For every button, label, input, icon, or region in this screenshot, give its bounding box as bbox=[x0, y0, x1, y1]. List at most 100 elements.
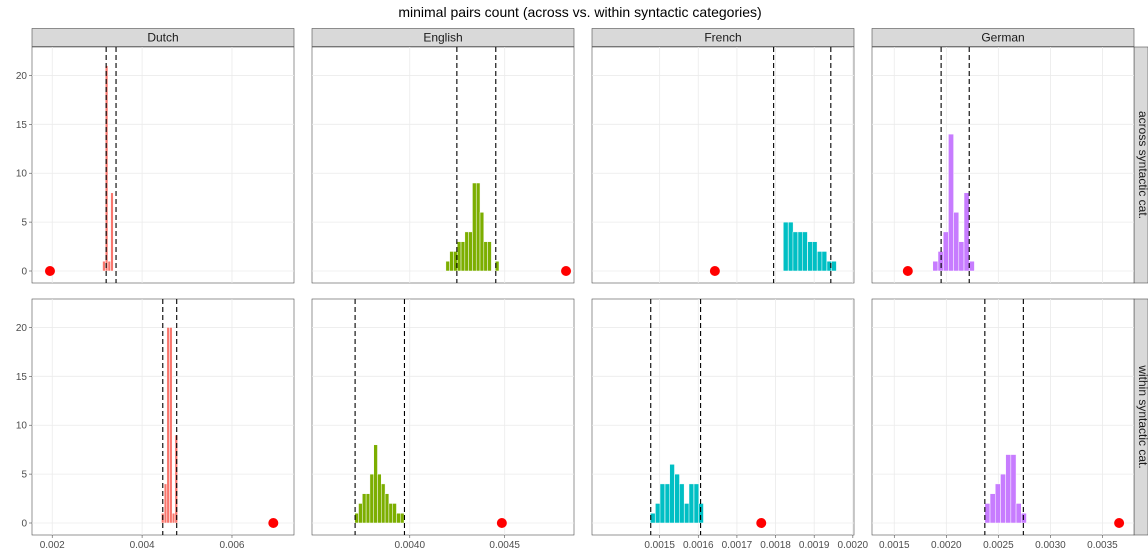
row-strip-label: across syntactic cat. bbox=[1136, 111, 1148, 219]
column-strip-dutch bbox=[31, 28, 295, 47]
histogram-bar bbox=[487, 241, 492, 272]
row-strip-label: within syntactic cat. bbox=[1136, 364, 1148, 468]
histogram-bar bbox=[1010, 454, 1017, 524]
x-tick-label: 0.0020 bbox=[931, 540, 962, 551]
histogram-bar bbox=[468, 231, 473, 272]
histogram-bar bbox=[169, 327, 173, 524]
histogram-bar bbox=[460, 241, 466, 272]
histogram-bar bbox=[802, 231, 808, 272]
observed-value-point bbox=[902, 266, 913, 276]
column-strip-label: English bbox=[423, 31, 462, 45]
histogram-bar bbox=[388, 503, 393, 524]
x-tick-label: 0.0025 bbox=[983, 540, 1014, 551]
histogram-bar bbox=[362, 493, 367, 524]
y-tick-label: 10 bbox=[16, 421, 28, 432]
observed-value-point bbox=[561, 266, 572, 276]
x-tick-label: 0.0015 bbox=[644, 540, 675, 551]
histogram-bar bbox=[475, 182, 481, 272]
histogram-bar bbox=[792, 231, 799, 272]
y-tick-label: 20 bbox=[16, 323, 28, 334]
x-tick-label: 0.0016 bbox=[683, 540, 714, 551]
observed-value-point bbox=[268, 518, 279, 528]
observed-value-point bbox=[1114, 518, 1125, 528]
y-tick-label: 20 bbox=[16, 71, 28, 82]
histogram-bar bbox=[684, 503, 690, 524]
column-strip-label: French bbox=[704, 31, 741, 45]
y-tick-label: 5 bbox=[21, 218, 27, 229]
histogram-bar bbox=[669, 464, 675, 524]
histogram-bar bbox=[932, 260, 939, 272]
column-strip-label: German bbox=[981, 31, 1024, 45]
observed-value-point bbox=[756, 518, 767, 528]
x-tick-label: 0.0035 bbox=[1087, 540, 1118, 551]
chart-title: minimal pairs count (across vs. within s… bbox=[398, 4, 761, 20]
y-tick-label: 15 bbox=[16, 120, 28, 131]
observed-value-point bbox=[496, 518, 507, 528]
histogram-bar bbox=[821, 251, 828, 272]
histogram-bar bbox=[384, 493, 390, 524]
histogram-bar bbox=[994, 483, 1001, 524]
y-tick-label: 5 bbox=[21, 470, 27, 481]
histogram-bar bbox=[807, 241, 813, 272]
histogram-bar bbox=[963, 192, 970, 272]
panel-dutch-across bbox=[31, 46, 295, 284]
x-tick-label: 0.0030 bbox=[1035, 540, 1066, 551]
histogram-bar bbox=[659, 483, 666, 524]
histogram-bar bbox=[464, 231, 469, 272]
histogram-bar bbox=[797, 231, 804, 272]
panel-german-across bbox=[871, 46, 1135, 284]
histogram-bar bbox=[788, 221, 794, 272]
histogram-bar bbox=[369, 473, 374, 524]
histogram-bar bbox=[674, 473, 680, 524]
y-tick-label: 10 bbox=[16, 169, 28, 180]
histogram-bar bbox=[453, 251, 458, 272]
histogram-bar bbox=[166, 327, 170, 524]
x-tick-label: 0.0017 bbox=[722, 540, 753, 551]
histogram-bar bbox=[110, 192, 114, 272]
histogram-bar bbox=[984, 503, 991, 524]
histogram-bar bbox=[107, 260, 111, 272]
histogram-bar bbox=[400, 512, 405, 524]
x-tick-label: 0.0018 bbox=[760, 540, 791, 551]
x-tick-label: 0.0015 bbox=[879, 540, 910, 551]
x-tick-label: 0.004 bbox=[130, 540, 155, 551]
observed-value-point bbox=[44, 266, 55, 276]
histogram-bar bbox=[942, 231, 949, 272]
panel-english-across bbox=[311, 46, 575, 284]
histogram-bar bbox=[445, 260, 450, 272]
x-tick-label: 0.002 bbox=[40, 540, 65, 551]
histogram-bar bbox=[688, 483, 695, 524]
histogram-bar bbox=[817, 251, 823, 272]
histogram-bar bbox=[479, 212, 485, 272]
histogram-bar bbox=[171, 512, 176, 524]
histogram-bar bbox=[1015, 503, 1022, 524]
y-tick-label: 15 bbox=[16, 372, 28, 383]
histogram-bar bbox=[381, 483, 386, 524]
x-tick-label: 0.0019 bbox=[799, 540, 830, 551]
histogram-bar bbox=[679, 483, 685, 524]
histogram-bar bbox=[953, 212, 960, 272]
histogram-bar bbox=[968, 260, 975, 272]
y-tick-label: 0 bbox=[21, 519, 27, 530]
column-strip-english bbox=[311, 28, 575, 47]
histogram-bar bbox=[483, 241, 488, 272]
histogram-bar bbox=[163, 483, 168, 524]
column-strip-french bbox=[591, 28, 855, 47]
histogram-bar bbox=[664, 483, 671, 524]
panel-french-within bbox=[591, 298, 855, 536]
histogram-bar bbox=[693, 483, 700, 524]
column-strip-label: Dutch bbox=[147, 31, 178, 45]
histogram-bar bbox=[937, 251, 944, 272]
histogram-bar bbox=[958, 241, 965, 272]
histogram-bar bbox=[783, 221, 789, 272]
histogram-bar bbox=[655, 503, 661, 524]
y-tick-label: 0 bbox=[21, 267, 27, 278]
histogram-bar bbox=[396, 512, 401, 524]
histogram-bar bbox=[365, 493, 371, 524]
histogram-bar bbox=[102, 260, 106, 272]
x-tick-label: 0.0040 bbox=[394, 540, 425, 551]
x-tick-label: 0.006 bbox=[219, 540, 244, 551]
histogram-bar bbox=[456, 241, 462, 272]
histogram-bar bbox=[392, 503, 397, 524]
